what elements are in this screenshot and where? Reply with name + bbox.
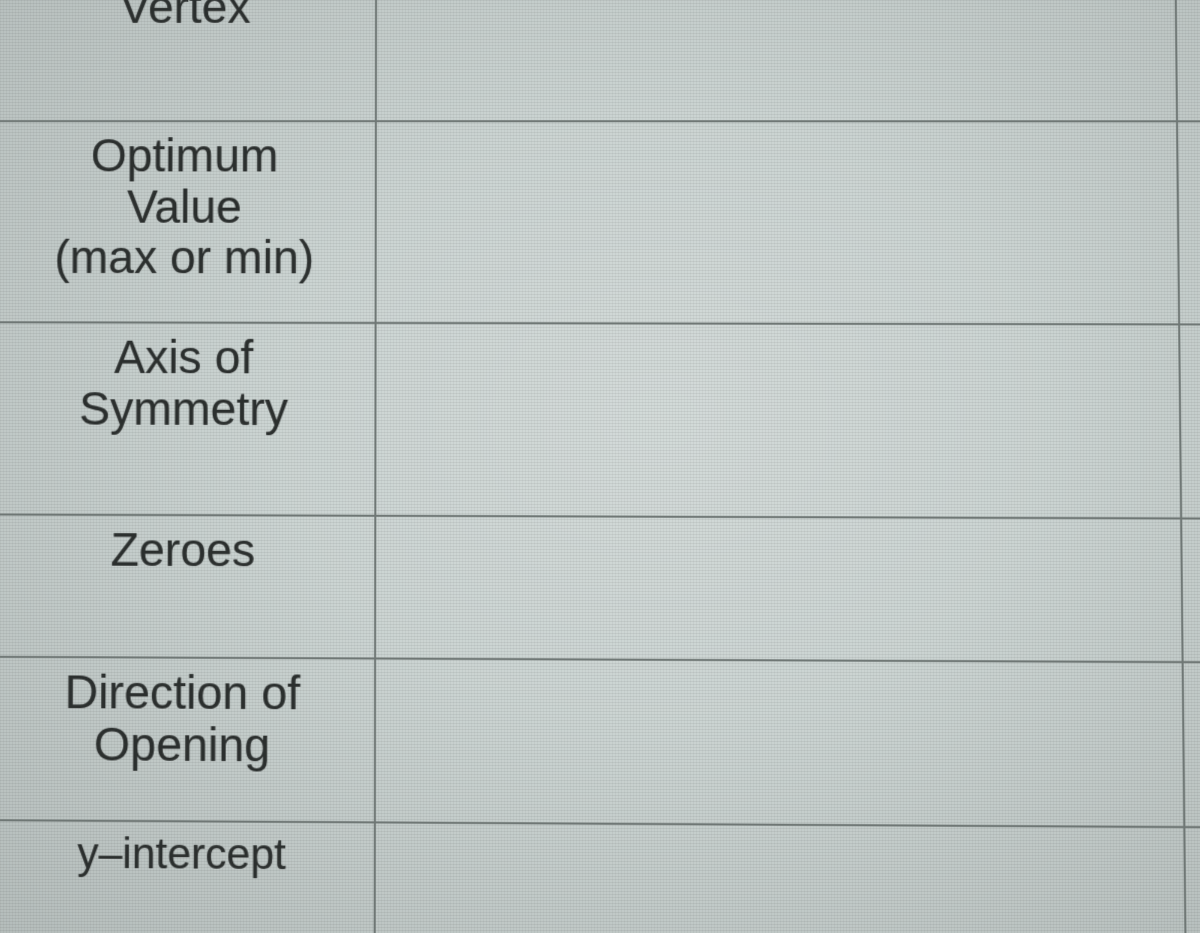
label-line: Opening [0, 718, 368, 772]
row-label: y–intercept [0, 820, 375, 933]
value-cell [1179, 324, 1200, 518]
label-line: Symmetry [0, 382, 368, 434]
table-body: VertexOptimumValue(max or min)Axis ofSym… [0, 0, 1200, 933]
value-cell [376, 121, 1180, 324]
label-line: y–intercept [0, 829, 368, 879]
row-label: Direction ofOpening [0, 657, 375, 823]
value-cell [376, 0, 1177, 121]
parabola-properties-table: VertexOptimumValue(max or min)Axis ofSym… [0, 0, 1200, 933]
value-cell [1177, 121, 1200, 324]
table-row: Vertex [0, 0, 1200, 121]
table-row: y–intercept [0, 820, 1200, 933]
value-cell [1175, 0, 1200, 121]
row-label: Zeroes [0, 514, 375, 658]
screen-photo: VertexOptimumValue(max or min)Axis ofSym… [0, 0, 1200, 933]
value-cell [1184, 827, 1200, 933]
label-line: Value [0, 181, 368, 232]
value-cell [1181, 518, 1200, 662]
label-line: Optimum [1, 130, 369, 181]
value-cell [375, 822, 1186, 933]
row-label: Axis ofSymmetry [0, 322, 376, 515]
label-line: Axis of [0, 331, 368, 383]
value-cell [375, 659, 1184, 828]
value-cell [375, 516, 1183, 662]
value-cell [375, 323, 1181, 518]
value-cell [1183, 662, 1200, 827]
label-line: Vertex [2, 0, 369, 33]
table-row: OptimumValue(max or min) [0, 121, 1200, 324]
label-line: Direction of [0, 666, 368, 719]
row-label: Vertex [0, 0, 376, 121]
table-row: Zeroes [0, 514, 1200, 662]
row-label: OptimumValue(max or min) [0, 121, 376, 323]
label-line: (max or min) [0, 232, 369, 283]
table-row: Direction ofOpening [0, 657, 1200, 828]
table-row: Axis ofSymmetry [0, 322, 1200, 518]
label-line: Zeroes [0, 524, 368, 577]
